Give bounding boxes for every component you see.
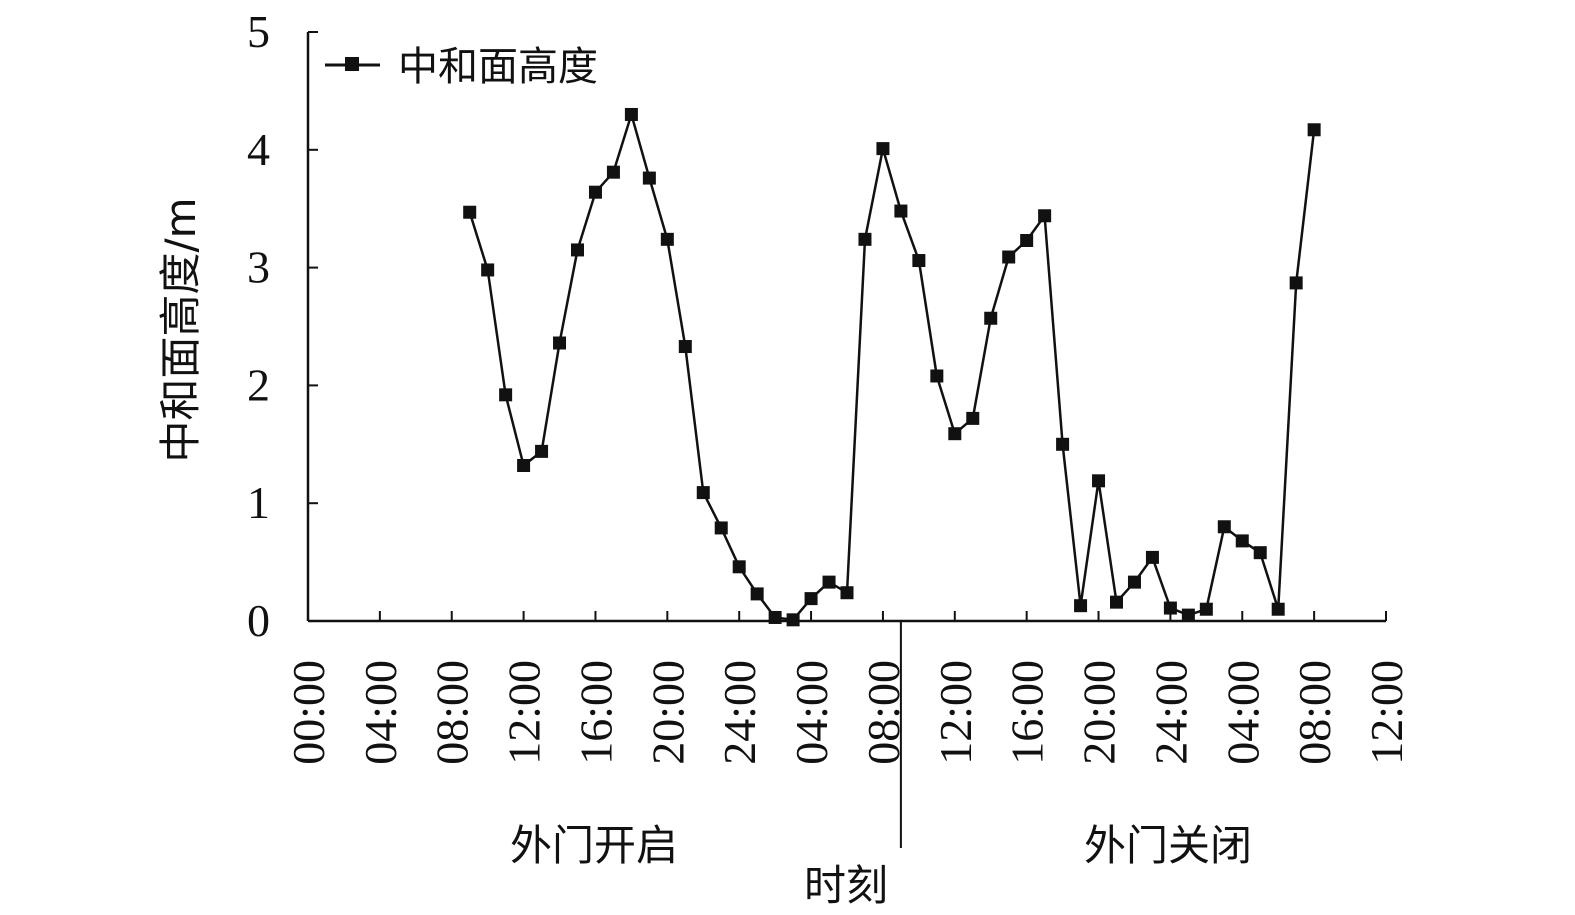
x-tick-label: 08:00 xyxy=(858,660,909,765)
data-point xyxy=(1110,595,1123,609)
data-point xyxy=(750,587,764,601)
x-tick-label: 12:00 xyxy=(930,660,981,765)
x-tick-label: 20:00 xyxy=(642,660,693,765)
data-point xyxy=(840,586,854,600)
data-point xyxy=(517,459,531,473)
data-point xyxy=(1217,520,1231,534)
x-tick-label: 08:00 xyxy=(427,660,478,765)
data-point xyxy=(1235,534,1249,548)
y-axis-label: 中和面高度/m xyxy=(156,197,205,462)
data-point xyxy=(768,610,782,624)
data-point xyxy=(984,311,998,325)
series-layer xyxy=(463,107,1321,627)
data-point xyxy=(678,340,692,354)
data-point xyxy=(966,411,980,425)
data-point xyxy=(1253,546,1267,560)
x-axis-label: 时刻 xyxy=(804,861,888,910)
x-tick-label: 04:00 xyxy=(355,660,406,765)
data-point xyxy=(822,575,836,589)
data-point xyxy=(1074,599,1088,613)
axes xyxy=(306,32,1386,848)
data-point xyxy=(1145,550,1159,564)
data-point xyxy=(642,171,656,185)
x-tick-label: 24:00 xyxy=(1145,660,1196,765)
data-point xyxy=(1038,209,1052,223)
data-point xyxy=(930,369,944,383)
data-point xyxy=(606,165,620,179)
data-point xyxy=(1163,601,1177,615)
data-point xyxy=(1056,437,1070,451)
data-point xyxy=(696,486,710,500)
legend: 中和面高度 xyxy=(325,44,598,90)
data-point xyxy=(858,232,872,246)
x-tick-label: 16:00 xyxy=(1002,660,1053,765)
data-point xyxy=(1181,608,1195,622)
data-point xyxy=(660,232,674,246)
data-point xyxy=(714,521,728,535)
section-label-open: 外门开启 xyxy=(510,821,678,870)
data-point xyxy=(1002,250,1016,264)
data-point xyxy=(624,107,638,121)
x-tick-label: 12:00 xyxy=(1361,660,1412,765)
y-tick-label: 4 xyxy=(247,124,270,175)
y-tick-label: 5 xyxy=(247,6,270,57)
legend-marker-sample xyxy=(345,57,359,71)
x-tick-label: 24:00 xyxy=(714,660,765,765)
section-label-closed: 外门关闭 xyxy=(1084,821,1252,870)
x-tick-label: 04:00 xyxy=(786,660,837,765)
data-point xyxy=(1271,602,1285,616)
legend-label: 中和面高度 xyxy=(398,44,598,90)
data-point xyxy=(912,254,926,268)
y-tick-label: 2 xyxy=(247,359,270,410)
data-point xyxy=(1199,602,1213,616)
data-point xyxy=(894,204,908,218)
x-tick-label: 08:00 xyxy=(1289,660,1340,765)
data-point xyxy=(535,444,549,458)
x-tick-label: 04:00 xyxy=(1217,660,1268,765)
axis-ticks: 0 1 2 3 4 5 00:00 04:00 08:00 12:00 16:00 20:00 24:0… xyxy=(247,6,1412,765)
data-point xyxy=(1127,575,1141,589)
y-tick-label: 1 xyxy=(247,477,270,528)
data-point xyxy=(481,263,495,277)
x-tick-label: 00:00 xyxy=(283,660,334,765)
x-tick-label: 20:00 xyxy=(1074,660,1125,765)
data-point xyxy=(1092,474,1106,488)
x-tick-label: 12:00 xyxy=(499,660,550,765)
data-point xyxy=(948,427,962,441)
data-point xyxy=(588,185,602,199)
data-point xyxy=(1020,234,1034,248)
y-tick-label: 0 xyxy=(247,595,270,646)
data-point xyxy=(1307,123,1321,137)
data-point xyxy=(499,388,513,402)
data-point xyxy=(804,592,818,606)
data-point xyxy=(876,142,890,156)
data-point xyxy=(1289,276,1303,290)
data-point xyxy=(786,613,800,627)
x-tick-label: 16:00 xyxy=(570,660,621,765)
data-point xyxy=(463,205,477,219)
y-tick-label: 3 xyxy=(247,242,270,293)
data-point xyxy=(553,336,567,350)
data-point xyxy=(732,560,746,574)
data-point xyxy=(571,243,584,257)
